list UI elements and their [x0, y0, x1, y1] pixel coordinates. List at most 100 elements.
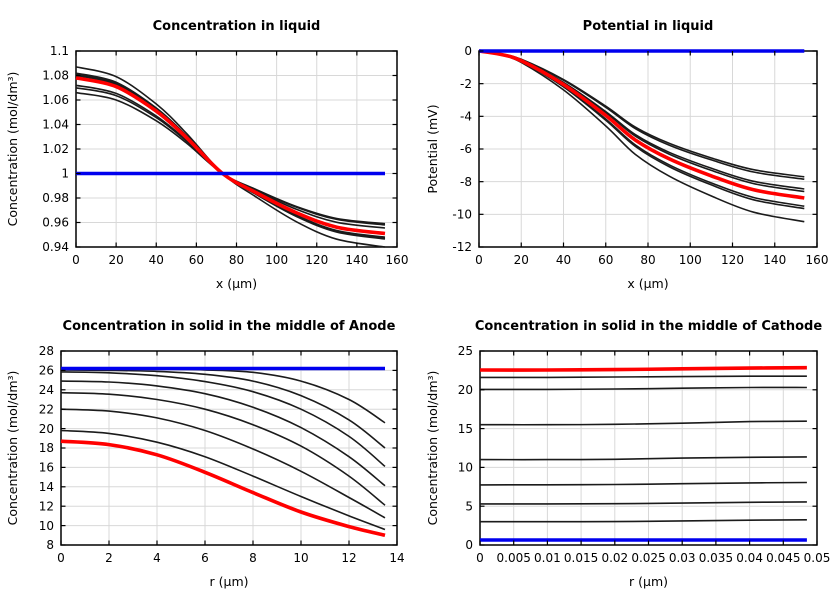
y-tick-label: 12 — [39, 499, 54, 513]
cathode-solid-concentration-time-step-2-curve — [479, 501, 807, 505]
y-tick-label: 0.94 — [42, 240, 69, 254]
anode-solid-concentration-final-time-curve — [60, 439, 386, 538]
y-tick-label: 24 — [39, 383, 54, 397]
series-group — [479, 365, 807, 542]
cathode-solid-concentration-time-step-6-curve — [479, 386, 807, 391]
series-group — [478, 49, 805, 223]
y-axis-label: Concentration (mol/dm³) — [425, 371, 440, 526]
y-tick-label: 5 — [465, 499, 473, 513]
x-tick-label: 8 — [249, 551, 257, 565]
x-tick-label: 120 — [721, 253, 744, 267]
x-tick-label: 0 — [476, 551, 484, 565]
x-tick-label: 0 — [57, 551, 65, 565]
x-tick-label: 80 — [640, 253, 655, 267]
anode-solid-concentration-time-step-5-curve — [60, 391, 386, 506]
x-tick-label: 60 — [598, 253, 613, 267]
liquid-concentration-time-step-3-curve — [75, 84, 386, 229]
y-tick-label: 1 — [61, 167, 69, 181]
x-tick-label: 0.01 — [534, 551, 561, 565]
anode-solid-concentration-time-step-6-curve — [60, 408, 386, 519]
x-tick-label: 60 — [189, 253, 204, 267]
liquid-potential-time-step-1-curve — [478, 50, 805, 178]
liquid-potential-final-time-curve — [478, 49, 805, 200]
anode-solid-concentration-time-step-3-curve — [60, 371, 386, 468]
x-tick-label: 0.04 — [736, 551, 763, 565]
y-tick-label: -6 — [460, 142, 472, 156]
x-tick-label: 0.005 — [497, 551, 531, 565]
cathode-solid-concentration-time-step-3-curve — [479, 481, 807, 486]
y-tick-label: 28 — [39, 344, 54, 358]
x-axis-label: r (µm) — [629, 574, 668, 589]
gridlines — [480, 351, 817, 545]
x-tick-label: 0.015 — [564, 551, 598, 565]
chart-title: Concentration in liquid — [153, 19, 321, 34]
liquid-potential-time-step-5-curve — [478, 50, 805, 207]
x-tick-label: 0 — [475, 253, 483, 267]
x-tick-label: 6 — [201, 551, 209, 565]
y-tick-label: 8 — [46, 538, 54, 552]
y-tick-label: 10 — [458, 461, 473, 475]
x-tick-label: 40 — [556, 253, 571, 267]
gridlines — [61, 351, 397, 545]
series-group — [60, 366, 386, 538]
y-tick-label: 18 — [39, 441, 54, 455]
y-tick-label: 1.04 — [42, 118, 69, 132]
panel-anode-solid-concentration: 0 2 4 6 8 10 12 14 8 10 12 14 16 18 20 22 24 26 28 Concentr… — [0, 300, 420, 600]
cathode-solid-concentration-time-step-1-curve — [479, 519, 807, 523]
y-tick-label: 16 — [39, 461, 54, 475]
cathode-solid-concentration-plot: 0 0.005 0.01 0.015 0.02 0.025 0.03 0.035 0.04 0.0… — [425, 319, 830, 589]
tick-marks — [60, 350, 398, 546]
liquid-potential-time-step-3-curve — [478, 50, 805, 190]
y-tick-label: 0 — [465, 538, 473, 552]
liquid-concentration-time-step-2-curve — [75, 87, 386, 226]
x-tick-label: 20 — [514, 253, 529, 267]
y-tick-label: 10 — [39, 519, 54, 533]
y-tick-label: -2 — [460, 77, 472, 91]
x-axis-label: x (µm) — [216, 276, 257, 291]
cathode-solid-concentration-time-step-4-curve — [479, 456, 807, 461]
x-tick-label: 14 — [389, 551, 404, 565]
y-axis-label: Concentration (mol/dm³) — [5, 72, 20, 227]
y-tick-label: 0.96 — [42, 216, 69, 230]
x-tick-label: 20 — [108, 253, 123, 267]
x-tick-label: 0.045 — [766, 551, 800, 565]
liquid-concentration-final-time-curve — [75, 76, 386, 236]
panel-liquid-concentration: 0 20 40 60 80 100 120 140 160 0.94 0.96 0.98 1 1.02 1.… — [0, 0, 420, 300]
x-tick-label: 0.02 — [601, 551, 628, 565]
chart-title: Concentration in solid in the middle of … — [475, 319, 823, 334]
panel-cathode-solid-concentration: 0 0.005 0.01 0.015 0.02 0.025 0.03 0.035 0.04 0.0… — [420, 300, 840, 600]
x-tick-label: 80 — [229, 253, 244, 267]
x-tick-label: 0.025 — [631, 551, 665, 565]
x-tick-label: 10 — [293, 551, 308, 565]
series-group — [75, 66, 386, 248]
y-tick-label: 0 — [464, 44, 472, 58]
anode-solid-concentration-time-step-2-curve — [60, 369, 386, 449]
y-axis-label: Potential (mV) — [425, 104, 440, 193]
y-tick-label: -8 — [460, 175, 472, 189]
liquid-concentration-plot: 0 20 40 60 80 100 120 140 160 0.94 0.96 0.98 1 1.02 1.… — [5, 19, 408, 291]
cathode-solid-concentration-time-step-7-curve — [479, 375, 807, 379]
y-tick-label: 1.02 — [42, 142, 69, 156]
x-tick-label: 120 — [305, 253, 328, 267]
y-tick-label: -4 — [460, 110, 472, 124]
x-tick-label: 100 — [679, 253, 702, 267]
tick-marks — [75, 50, 398, 248]
cathode-solid-concentration-final-time-curve — [479, 365, 807, 372]
liquid-potential-plot: 0 20 40 60 80 100 120 140 160 -12 -10 -8 -6 -4 -2 0 Pote… — [425, 19, 829, 291]
x-axis-label: r (µm) — [210, 574, 249, 589]
x-tick-label: 2 — [105, 551, 113, 565]
anode-solid-concentration-time-step-7-curve — [60, 429, 386, 531]
y-tick-label: 14 — [39, 480, 54, 494]
y-tick-label: 25 — [458, 344, 473, 358]
y-tick-label: 20 — [39, 422, 54, 436]
x-tick-label: 0.035 — [699, 551, 733, 565]
tick-marks — [479, 350, 818, 546]
anode-solid-concentration-time-step-4-curve — [60, 380, 386, 487]
y-tick-label: 20 — [458, 383, 473, 397]
x-tick-label: 40 — [149, 253, 164, 267]
x-tick-label: 160 — [806, 253, 829, 267]
y-tick-label: -10 — [452, 208, 472, 222]
chart-title: Concentration in solid in the middle of … — [63, 319, 396, 334]
x-tick-label: 0.03 — [669, 551, 696, 565]
